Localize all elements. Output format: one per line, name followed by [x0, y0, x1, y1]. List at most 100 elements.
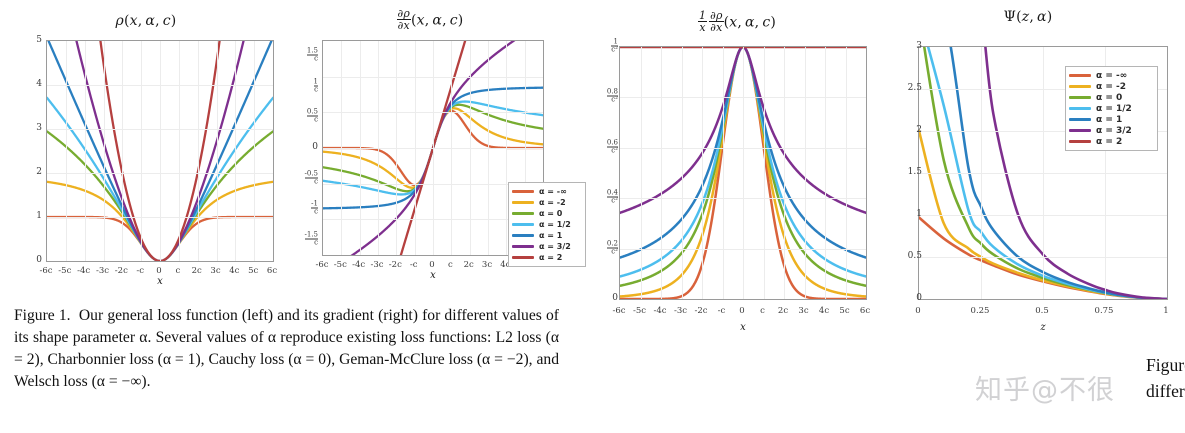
- legend-item-label: α = -∞: [1096, 70, 1128, 81]
- legend-item: α = 0: [1069, 92, 1152, 103]
- legend-item: α = 3/2: [1069, 125, 1152, 136]
- figure-1-column: ρ(x, α, c) -6c -5c -4c -3c -2c -c 0 c 2c 3c 4c 5c 6c…: [0, 0, 586, 433]
- legend-item: α = 3/2: [512, 241, 580, 252]
- x-axis-tick-label: 2c: [463, 260, 474, 270]
- legend-item: α = -∞: [1069, 70, 1152, 81]
- gridline: [104, 41, 105, 261]
- plot-irls-axes: [619, 46, 867, 300]
- plot-loss-title: ρ(x, α, c): [115, 13, 177, 29]
- figure-7-caption-text: Our general loss's IRLS weight function …: [1146, 381, 1185, 402]
- x-axis-tick-label: 0.5: [1035, 306, 1049, 316]
- figure-1-caption: Figure 1. Our general loss function (lef…: [14, 305, 559, 394]
- gridline: [47, 129, 273, 130]
- gridline: [661, 47, 662, 299]
- x-axis-tick-label: -6c: [39, 266, 53, 276]
- plot-psi-title: Ψ(z, α): [1003, 9, 1053, 25]
- x-axis-tick-label: -5c: [58, 266, 72, 276]
- y-axis-tick-label: 0: [36, 255, 42, 265]
- gridline: [122, 41, 123, 261]
- y-axis-tick-label: 1: [36, 211, 42, 221]
- plot-gradient-function: ∂ρ∂x(x, α, c) -6c-5c-4c-3c-2c-c0c2c3c4c5…: [282, 7, 586, 281]
- x-axis-tick-label: 6c: [859, 306, 871, 316]
- figure-1-caption-text: Our general loss function (left) and its…: [14, 307, 559, 391]
- x-axis-tick-label: -6c: [315, 260, 329, 270]
- gridline: [702, 47, 703, 299]
- y-axis-tick-label: 0.5 c: [306, 107, 318, 124]
- legend-color-swatch: [512, 212, 534, 215]
- y-axis-tick-label: 2: [916, 125, 922, 135]
- legend-color-swatch: [1069, 140, 1091, 143]
- gridline: [620, 198, 866, 199]
- figure-7-column: 1 x ∂ρ ∂x (x, α, c) -6c -5c -4c -3c -2c -c 0 c 2c 3c 4…: [570, 0, 1185, 433]
- legend-item-label: α = 0: [1096, 92, 1123, 103]
- legend-gradient: α = -∞ α = -2 α = 0 α = 1/2 α = 1 α = 3/2 α = …: [508, 182, 586, 267]
- gridline: [682, 47, 683, 299]
- x-axis-tick-label: 1: [1163, 306, 1169, 316]
- series-line: [949, 47, 1167, 299]
- plot-psi-curves: [919, 47, 1167, 299]
- gridline: [620, 148, 866, 149]
- y-axis-tick-label: -1.5 c: [304, 230, 318, 247]
- legend-item-label: α = 3/2: [1096, 125, 1132, 136]
- legend-color-swatch: [512, 201, 534, 204]
- x-axis-tick-label: -4c: [653, 306, 667, 316]
- y-axis-tick-label: 0: [312, 142, 318, 152]
- legend-color-swatch: [512, 256, 534, 259]
- y-axis-tick-label: -0.5 c: [304, 169, 318, 186]
- y-axis-tick-label: 0.6 c²: [606, 138, 618, 155]
- plot-irls-title: 1 x ∂ρ ∂x (x, α, c): [697, 9, 777, 35]
- gridline: [141, 41, 142, 261]
- x-axis-tick-label: -5c: [632, 306, 647, 316]
- legend-color-swatch: [512, 234, 534, 237]
- x-axis-tick-label: c: [447, 260, 453, 270]
- plot-gradient-xlabel: x: [430, 270, 436, 281]
- figure-7-caption: Figure 7. Our general loss's IRLS weight…: [1146, 352, 1185, 405]
- x-axis-tick-label: 5c: [248, 266, 259, 276]
- y-axis-tick-label: -1 c: [311, 199, 318, 216]
- y-axis-tick-label: 0.8 c²: [606, 87, 618, 104]
- plot-loss-function: ρ(x, α, c) -6c -5c -4c -3c -2c -c 0 c 2c 3c 4c 5c 6c…: [12, 13, 280, 287]
- plot-gradient-title: ∂ρ ∂x (x, α, c): [396, 7, 464, 33]
- gridline: [641, 47, 642, 299]
- gridline: [47, 173, 273, 174]
- y-axis-tick-label: 4: [36, 79, 42, 89]
- x-axis-tick-label: 3c: [481, 260, 493, 270]
- y-axis-tick-label: 5: [36, 35, 42, 45]
- gridline: [743, 47, 744, 299]
- x-axis-tick-label: 6c: [266, 266, 278, 276]
- x-axis-tick-label: -3c: [95, 266, 110, 276]
- x-axis-tick-label: -3c: [673, 306, 688, 316]
- x-axis-tick-label: -c: [717, 306, 726, 316]
- x-axis-tick-label: -c: [409, 260, 418, 270]
- gridline: [179, 41, 180, 261]
- y-axis-tick-label: 2.5: [907, 83, 922, 93]
- y-axis-tick-label: 3: [916, 41, 922, 51]
- legend-item-label: α = 2: [539, 253, 563, 262]
- legend-item-label: α = 1/2: [1096, 103, 1132, 114]
- legend-item-label: α = 1: [1096, 114, 1123, 125]
- x-axis-tick-label: 4c: [229, 266, 240, 276]
- x-axis-tick-label: 0.75: [1094, 306, 1114, 316]
- legend-item: α = 0: [512, 208, 580, 219]
- x-axis-tick-label: -6c: [612, 306, 626, 316]
- legend-item: α = 1: [1069, 114, 1152, 125]
- x-axis-tick-label: -3c: [370, 260, 384, 270]
- gridline: [620, 249, 866, 250]
- legend-item-label: α = -∞: [539, 187, 567, 196]
- x-axis-tick-label: 3c: [210, 266, 221, 276]
- x-axis-tick-label: 5c: [839, 306, 850, 316]
- legend-item-label: α = 2: [1096, 136, 1123, 147]
- y-axis-tick-label: 1: [916, 209, 922, 219]
- x-axis-tick-label: 0: [739, 306, 745, 316]
- x-axis-tick-label: 3c: [798, 306, 809, 316]
- figure-7-caption-label: Figure 7.: [1146, 355, 1185, 375]
- legend-item: α = 1/2: [512, 219, 580, 230]
- gridline: [784, 47, 785, 299]
- series-line: [984, 47, 1167, 299]
- gridline: [217, 41, 218, 261]
- x-axis-tick-label: -2c: [694, 306, 708, 316]
- gridline: [919, 215, 1167, 216]
